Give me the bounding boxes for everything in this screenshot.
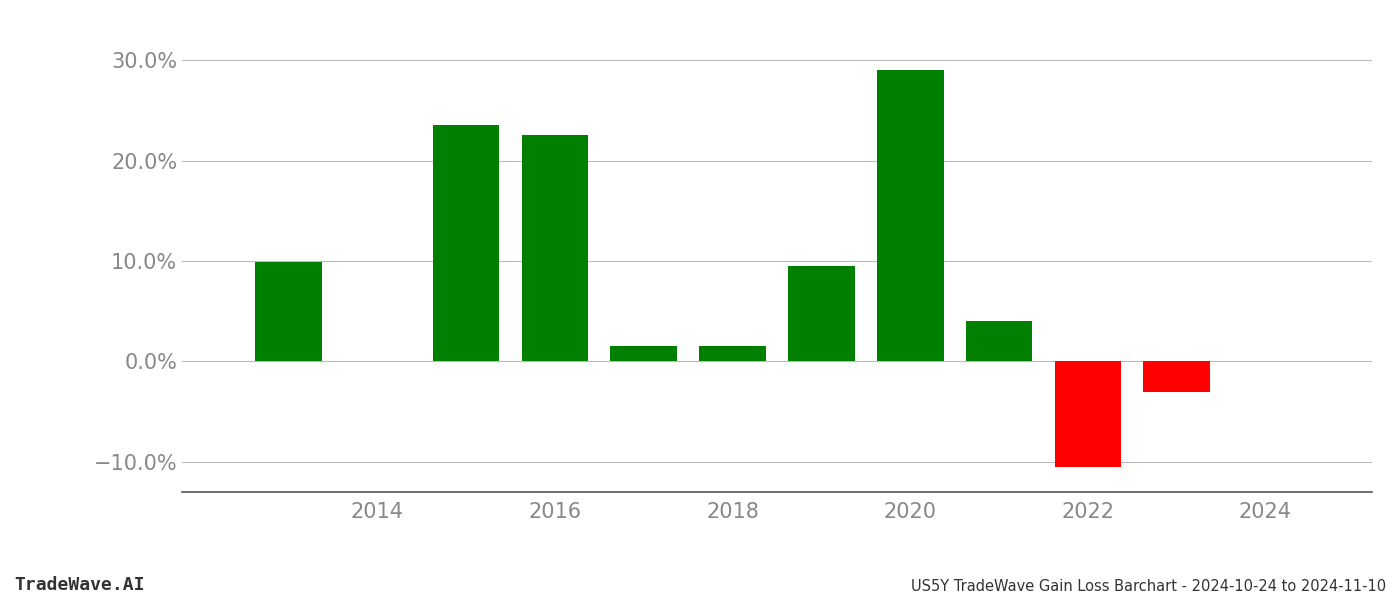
- Bar: [699, 346, 766, 361]
- Bar: [255, 262, 322, 361]
- Bar: [876, 70, 944, 361]
- Bar: [522, 136, 588, 361]
- Bar: [788, 266, 855, 361]
- Bar: [1144, 361, 1210, 392]
- Text: US5Y TradeWave Gain Loss Barchart - 2024-10-24 to 2024-11-10: US5Y TradeWave Gain Loss Barchart - 2024…: [911, 579, 1386, 594]
- Bar: [1054, 361, 1121, 467]
- Bar: [433, 125, 500, 361]
- Text: TradeWave.AI: TradeWave.AI: [14, 576, 144, 594]
- Bar: [966, 321, 1032, 361]
- Bar: [610, 346, 678, 361]
